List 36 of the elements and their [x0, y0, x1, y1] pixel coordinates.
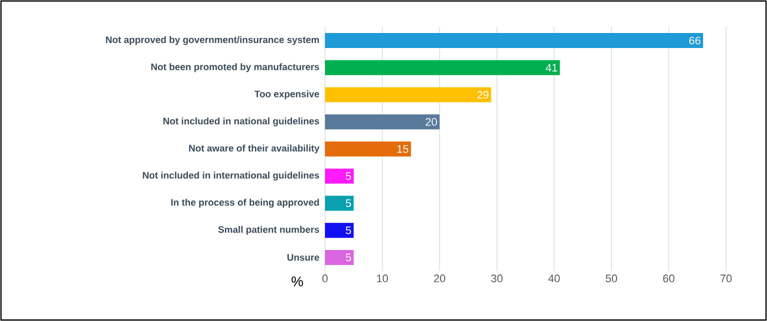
- y-tick-label: Not aware of their availability: [189, 144, 320, 154]
- data-label: 5: [346, 199, 351, 208]
- bar: [325, 87, 492, 102]
- y-tick-label: Too expensive: [254, 90, 320, 100]
- x-tick-label: 10: [377, 274, 388, 282]
- x-tick-label: 50: [606, 274, 618, 282]
- x-tick-label: 70: [720, 274, 732, 282]
- y-tick-label: Not approved by government/insurance system: [106, 36, 319, 45]
- bar: [325, 196, 354, 211]
- y-tick-label: In the process of being approved: [171, 198, 319, 208]
- data-label: 66: [689, 36, 700, 44]
- data-label: 20: [426, 118, 437, 126]
- y-tick-label: Small patient numbers: [218, 226, 320, 235]
- bar: [325, 250, 354, 265]
- x-tick-label: 30: [491, 274, 503, 282]
- bar: [325, 168, 354, 184]
- bar: [325, 60, 560, 76]
- data-label: 5: [346, 172, 351, 180]
- y-tick-label: Not included in international guidelines: [142, 172, 320, 181]
- data-label: 29: [477, 90, 488, 99]
- data-label: 41: [546, 64, 558, 72]
- bar: [325, 114, 440, 130]
- x-tick-label: 20: [434, 274, 446, 282]
- bar: [325, 33, 704, 48]
- x-tick-label: 40: [548, 274, 560, 282]
- y-tick-label: Unsure: [287, 254, 320, 261]
- x-axis-title: %: [292, 276, 303, 286]
- data-label: 5: [346, 226, 351, 234]
- data-label: 15: [397, 145, 408, 153]
- x-tick-label: 60: [663, 274, 674, 282]
- y-tick-label: Not included in national guidelines: [163, 117, 320, 126]
- y-tick-label: Not been promoted by manufacturers: [151, 63, 320, 72]
- data-label: 5: [346, 254, 351, 262]
- x-tick-label: 0: [322, 274, 328, 282]
- bar: [325, 142, 411, 157]
- bar: [325, 222, 354, 238]
